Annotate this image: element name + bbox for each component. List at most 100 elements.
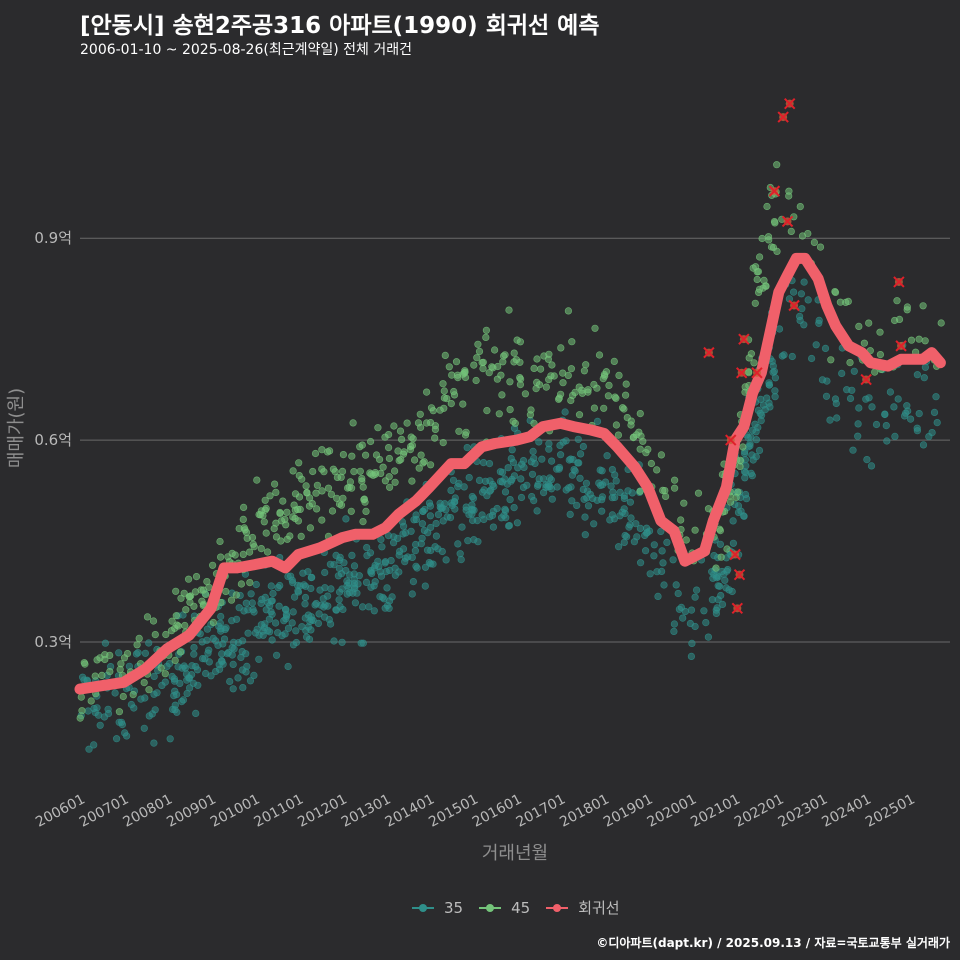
scatter-point	[528, 493, 536, 501]
scatter-point	[470, 361, 478, 369]
scatter-point	[650, 541, 658, 549]
scatter-point	[598, 493, 607, 501]
scatter-point	[385, 473, 393, 481]
scatter-point	[386, 483, 394, 491]
scatter-point	[90, 741, 98, 749]
scatter-point	[868, 403, 876, 411]
scatter-point	[605, 381, 613, 390]
scatter-point	[257, 599, 265, 607]
scatter-point	[641, 547, 650, 555]
scatter-point	[827, 356, 835, 364]
scatter-point	[166, 735, 174, 743]
scatter-point	[461, 368, 469, 376]
scatter-point	[621, 391, 630, 399]
scatter-point	[356, 443, 364, 451]
scatter-point	[729, 539, 738, 547]
scatter-point	[506, 496, 514, 504]
scatter-point	[165, 659, 174, 668]
scatter-point	[388, 593, 396, 601]
scatter-point	[454, 483, 462, 491]
scatter-point	[93, 704, 101, 712]
scatter-point	[612, 394, 620, 402]
outlier-point	[788, 299, 800, 312]
legend-item-regression[interactable]: 회귀선	[544, 897, 620, 918]
scatter-point	[328, 507, 337, 515]
scatter-point	[464, 537, 472, 545]
y-tick-label: 0.6억	[34, 431, 72, 449]
scatter-point	[849, 446, 857, 454]
scatter-point	[431, 422, 440, 430]
scatter-point	[463, 444, 471, 452]
scatter-point	[670, 484, 679, 492]
scatter-point	[750, 359, 758, 367]
scatter-point	[297, 532, 305, 541]
scatter-point	[286, 532, 294, 540]
scatter-point	[141, 649, 149, 657]
scatter-point	[190, 602, 198, 610]
scatter-point	[670, 476, 679, 484]
scatter-point	[574, 459, 582, 467]
scatter-point	[650, 552, 658, 560]
scatter-point	[475, 476, 484, 485]
scatter-point	[736, 462, 744, 471]
scatter-point	[406, 446, 415, 454]
legend-item-35[interactable]: 35	[410, 899, 463, 917]
scatter-point	[324, 484, 333, 492]
scatter-point	[216, 665, 224, 673]
scatter-point	[582, 361, 590, 369]
scatter-point	[410, 516, 418, 524]
legend-item-45[interactable]: 45	[477, 899, 530, 917]
scatter-point	[440, 404, 448, 412]
scatter-point	[345, 483, 353, 491]
scatter-point	[307, 573, 315, 582]
scatter-point	[644, 445, 652, 454]
outlier-point	[738, 333, 750, 345]
scatter-point	[367, 437, 375, 446]
scatter-point	[194, 681, 202, 689]
scatter-point	[622, 380, 630, 388]
scatter-point	[242, 650, 250, 658]
scatter-point	[181, 621, 189, 630]
scatter-point	[260, 518, 268, 526]
scatter-point	[273, 651, 281, 659]
scatter-point	[307, 584, 315, 593]
scatter-point	[449, 476, 458, 484]
scatter-point	[506, 378, 514, 386]
scatter-point	[158, 681, 166, 690]
scatter-point	[233, 615, 241, 623]
scatter-point	[391, 478, 399, 486]
scatter-point	[722, 584, 730, 592]
scatter-point	[101, 655, 109, 664]
scatter-point	[387, 556, 395, 565]
scatter-point	[190, 643, 198, 652]
scatter-point	[800, 321, 808, 329]
scatter-point	[810, 238, 819, 246]
outlier-cross	[784, 97, 796, 110]
scatter-point	[763, 202, 771, 211]
x-tick-label: 201801	[557, 791, 612, 830]
scatter-point	[564, 307, 573, 315]
scatter-point	[871, 368, 879, 376]
scatter-point	[622, 533, 631, 541]
scatter-point	[266, 601, 274, 610]
scatter-point	[376, 455, 384, 464]
scatter-point	[180, 662, 188, 670]
scatter-point	[881, 410, 889, 419]
scatter-point	[363, 543, 371, 552]
outlier-point	[725, 434, 737, 446]
scatter-point	[764, 233, 773, 241]
scatter-point	[616, 512, 624, 520]
outlier-cross	[733, 568, 746, 581]
scatter-point	[143, 613, 152, 621]
scatter-point	[903, 303, 912, 311]
scatter-point	[482, 326, 491, 334]
scatter-point	[366, 549, 375, 557]
scatter-point	[350, 562, 359, 570]
scatter-point	[659, 559, 667, 567]
scatter-point	[626, 498, 635, 506]
scatter-point	[548, 495, 556, 503]
outlier-point	[893, 276, 905, 288]
scatter-point	[201, 655, 209, 663]
scatter-point	[199, 586, 207, 594]
scatter-point	[271, 480, 279, 488]
